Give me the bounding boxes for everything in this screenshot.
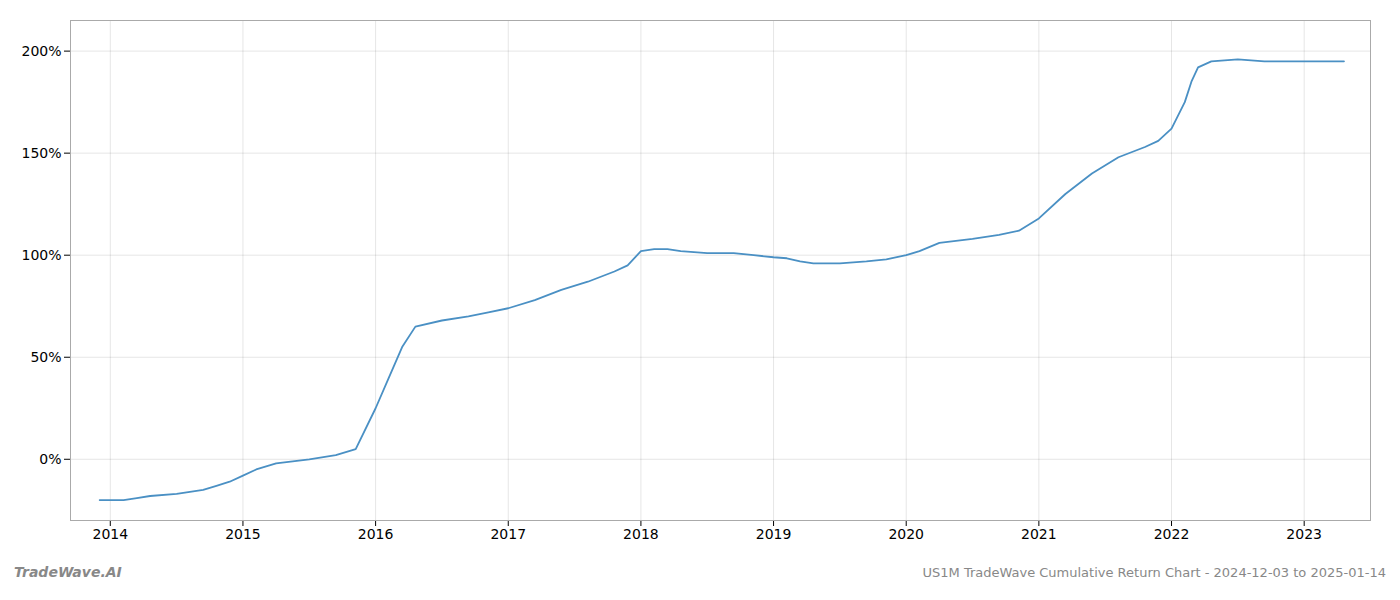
svg-text:2017: 2017	[490, 526, 526, 542]
svg-text:2021: 2021	[1021, 526, 1057, 542]
svg-text:0%: 0%	[39, 451, 61, 467]
html-text:TradeWave.AI: TradeWave.AI	[14, 564, 122, 580]
html-text:US1M TradeWave Cumulative Retu: US1M TradeWave Cumulative Return Chart -…	[922, 565, 1386, 580]
svg-text:2015: 2015	[225, 526, 261, 542]
svg-text:2020: 2020	[888, 526, 924, 542]
svg-text:2022: 2022	[1154, 526, 1190, 542]
svg-text:200%: 200%	[21, 43, 61, 59]
svg-text:2019: 2019	[756, 526, 792, 542]
svg-text:2018: 2018	[623, 526, 659, 542]
svg-text:2016: 2016	[358, 526, 394, 542]
svg-text:150%: 150%	[21, 145, 61, 161]
svg-text:2014: 2014	[92, 526, 128, 542]
svg-text:2023: 2023	[1286, 526, 1322, 542]
svg-text:50%: 50%	[30, 349, 61, 365]
svg-text:100%: 100%	[21, 247, 61, 263]
